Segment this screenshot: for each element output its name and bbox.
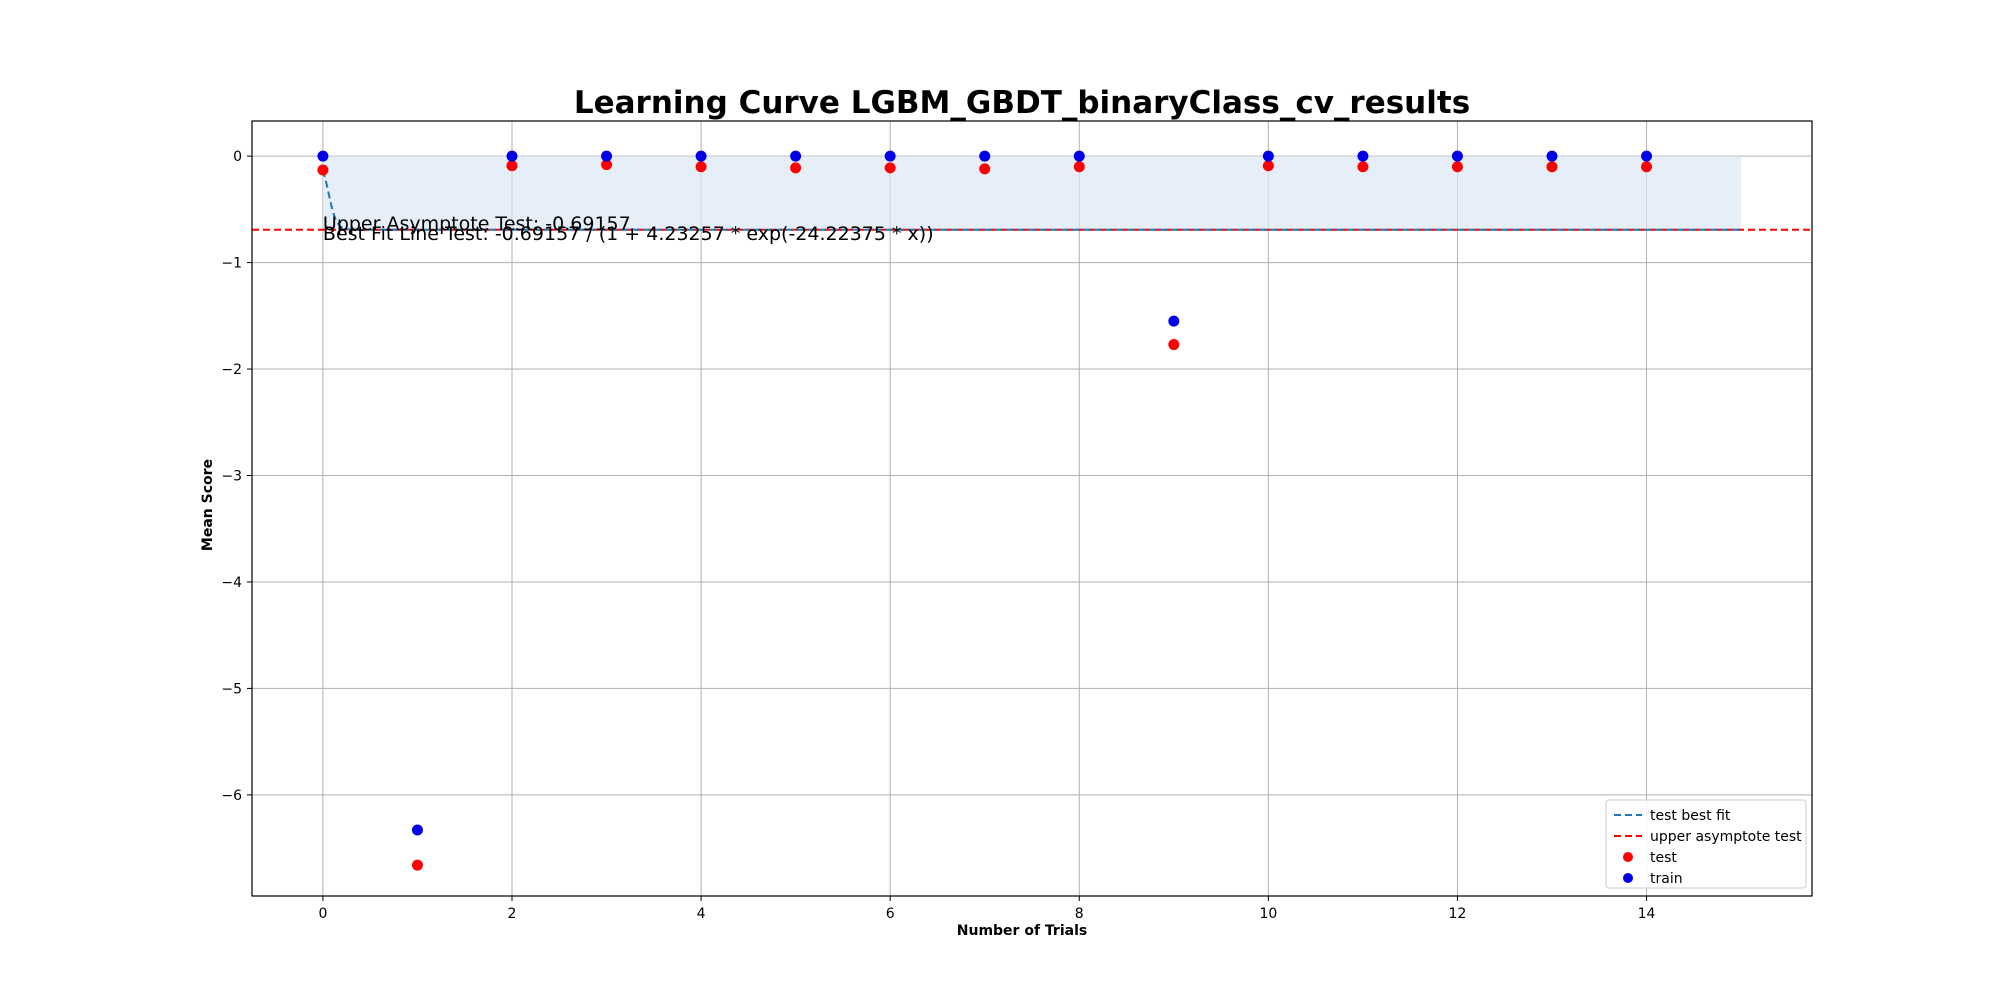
- test-point: [1262, 160, 1274, 172]
- x-tick-label: 12: [1449, 906, 1467, 922]
- test-point: [601, 159, 613, 171]
- legend-train-swatch: [1623, 873, 1633, 883]
- test-point: [1641, 161, 1653, 173]
- legend-box: [1605, 799, 1807, 889]
- test-point: [1451, 161, 1463, 173]
- legend-best-fit-label: test best fit: [1650, 808, 1731, 824]
- y-tick-label: −5: [221, 681, 242, 697]
- test-point: [790, 162, 802, 174]
- x-tick-label: 10: [1259, 906, 1277, 922]
- train-point: [1641, 150, 1653, 162]
- train-point: [317, 150, 329, 162]
- x-tick-label: 14: [1638, 906, 1656, 922]
- test-point: [317, 164, 329, 176]
- test-point: [1357, 161, 1369, 173]
- test-point: [506, 160, 518, 172]
- best-fit-line: [321, 169, 1742, 231]
- y-tick-label: −3: [221, 468, 242, 484]
- confidence-band: [322, 156, 1742, 230]
- test-point: [411, 859, 423, 871]
- train-point: [601, 150, 613, 162]
- legend-test-label: test: [1650, 850, 1677, 866]
- train-point: [1357, 150, 1369, 162]
- train-point: [884, 150, 896, 162]
- train-point: [1451, 150, 1463, 162]
- x-tick-label: 6: [886, 906, 895, 922]
- y-tick-label: −1: [221, 256, 242, 272]
- axes-frame: [251, 120, 1813, 897]
- annotation-upper-asymptote: Upper Asymptote Test: -0.69157: [323, 213, 631, 235]
- y-tick-label: −4: [221, 575, 242, 591]
- y-tick-label: −2: [221, 362, 242, 378]
- test-point: [979, 163, 991, 175]
- y-tick-label: −6: [221, 788, 242, 804]
- train-point: [1262, 150, 1274, 162]
- train-point: [506, 150, 518, 162]
- test-point: [1073, 161, 1085, 173]
- x-axis-label: Number of Trials: [957, 923, 1087, 939]
- train-point: [695, 150, 707, 162]
- test-point: [1168, 339, 1180, 351]
- legend: test best fit upper asymptote test test tra…: [1605, 799, 1807, 889]
- plot-area: 0 2 4 6 8 10 12 14 0 −1 −2 −3 −4 −5 −6 Upper Asymptote …: [221, 120, 1813, 922]
- x-tick-label: 4: [697, 906, 706, 922]
- annotation-best-fit: Best Fit Line Test: -0.69157 / (1 + 4.23…: [323, 223, 934, 245]
- x-tick-label: 2: [508, 906, 517, 922]
- legend-test-swatch: [1623, 852, 1633, 862]
- legend-asymptote-label: upper asymptote test: [1650, 829, 1802, 845]
- train-point: [1546, 150, 1558, 162]
- train-point: [979, 150, 991, 162]
- chart-title: Learning Curve LGBM_GBDT_binaryClass_cv_…: [574, 85, 1470, 121]
- train-point: [790, 150, 802, 162]
- train-point: [1168, 315, 1180, 327]
- legend-train-label: train: [1650, 871, 1683, 887]
- test-point: [1546, 161, 1558, 173]
- y-tick-label: 0: [233, 149, 242, 165]
- train-point: [411, 824, 423, 836]
- x-tick-label: 0: [318, 906, 327, 922]
- y-axis-label: Mean Score: [200, 459, 216, 551]
- test-point: [695, 161, 707, 173]
- test-point: [884, 162, 896, 174]
- train-point: [1073, 150, 1085, 162]
- x-tick-label: 8: [1075, 906, 1084, 922]
